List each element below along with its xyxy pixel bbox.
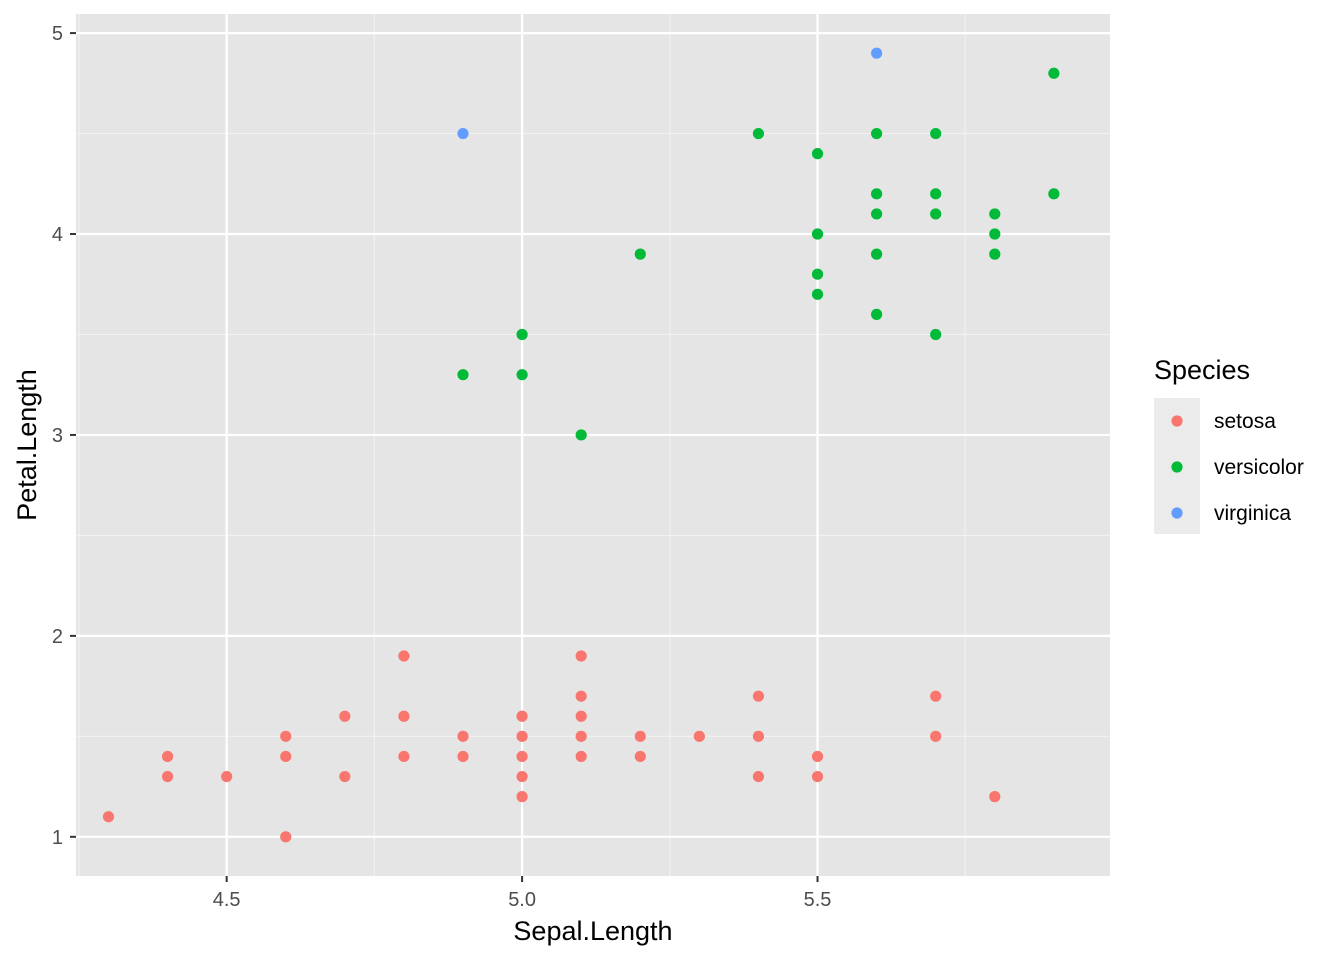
- data-point-setosa: [339, 710, 351, 722]
- data-point-setosa: [516, 750, 528, 763]
- plot-panel: [76, 14, 1110, 876]
- x-tick-label: 4.5: [213, 889, 241, 911]
- data-point-setosa: [339, 770, 351, 783]
- legend-key-versicolor: [1171, 461, 1183, 473]
- data-point-setosa: [161, 750, 174, 763]
- data-point-setosa: [280, 750, 292, 763]
- data-point-versicolor: [811, 268, 824, 280]
- legend: Species setosa versicolor virginica: [1154, 355, 1304, 534]
- data-point-setosa: [575, 650, 587, 662]
- data-point-versicolor: [1048, 188, 1060, 200]
- data-point-setosa: [634, 730, 646, 742]
- data-point-setosa: [811, 750, 824, 763]
- data-point-setosa: [280, 730, 292, 742]
- legend-title: Species: [1154, 355, 1250, 385]
- x-axis-ticks: 4.5 5.0 5.5: [213, 876, 832, 911]
- legend-items: setosa versicolor virginica: [1171, 410, 1304, 525]
- data-point-versicolor: [516, 369, 528, 381]
- data-point-versicolor: [871, 248, 883, 260]
- data-point-versicolor: [989, 208, 1001, 220]
- data-point-setosa: [575, 690, 587, 702]
- data-point-setosa: [634, 750, 646, 763]
- data-point-versicolor: [575, 429, 587, 441]
- data-point-versicolor: [457, 369, 469, 381]
- data-point-setosa: [102, 811, 115, 823]
- data-point-versicolor: [930, 208, 942, 220]
- data-point-setosa: [398, 650, 410, 662]
- data-point-versicolor: [871, 208, 883, 220]
- data-point-setosa: [575, 750, 587, 763]
- data-point-setosa: [989, 791, 1001, 803]
- data-point-setosa: [280, 831, 292, 843]
- data-point-versicolor: [871, 127, 883, 140]
- data-point-versicolor: [989, 228, 1001, 240]
- data-point-setosa: [930, 690, 942, 702]
- legend-label-versicolor: versicolor: [1214, 456, 1304, 479]
- legend-label-virginica: virginica: [1214, 502, 1291, 525]
- data-point-versicolor: [811, 228, 824, 240]
- data-point-setosa: [930, 730, 942, 742]
- legend-key-virginica: [1171, 507, 1183, 519]
- data-point-setosa: [752, 690, 765, 702]
- grid-minor: [76, 14, 1110, 876]
- data-point-versicolor: [930, 188, 942, 200]
- legend-label-setosa: setosa: [1214, 410, 1276, 433]
- data-point-setosa: [575, 710, 587, 722]
- data-point-setosa: [693, 730, 705, 742]
- data-point-setosa: [516, 791, 528, 803]
- x-tick-label: 5.5: [804, 889, 832, 911]
- data-point-versicolor: [752, 127, 765, 140]
- y-tick-label: 3: [52, 425, 63, 447]
- data-point-versicolor: [930, 328, 942, 341]
- data-point-versicolor: [989, 248, 1001, 260]
- data-point-setosa: [398, 750, 410, 763]
- data-point-setosa: [516, 770, 528, 783]
- data-point-versicolor: [871, 308, 883, 320]
- x-tick-label: 5.0: [508, 889, 536, 911]
- data-point-setosa: [457, 750, 469, 763]
- x-axis-title: Sepal.Length: [513, 916, 672, 946]
- data-point-virginica: [871, 47, 883, 59]
- legend-key-setosa: [1171, 415, 1183, 427]
- data-point-setosa: [457, 730, 469, 742]
- data-point-versicolor: [1048, 67, 1060, 79]
- data-point-versicolor: [811, 288, 824, 300]
- data-point-setosa: [752, 770, 765, 783]
- data-point-setosa: [221, 770, 233, 783]
- data-point-setosa: [398, 710, 410, 722]
- data-point-versicolor: [811, 148, 824, 160]
- data-point-virginica: [457, 127, 469, 140]
- data-point-versicolor: [516, 328, 528, 341]
- data-point-versicolor: [634, 248, 646, 260]
- data-point-versicolor: [871, 188, 883, 200]
- data-point-setosa: [516, 730, 528, 742]
- y-tick-label: 5: [52, 23, 63, 45]
- data-point-setosa: [516, 710, 528, 722]
- y-axis-title: Petal.Length: [12, 369, 42, 521]
- y-tick-label: 4: [52, 224, 63, 246]
- data-point-setosa: [811, 770, 824, 783]
- data-points: [102, 47, 1060, 843]
- data-point-setosa: [575, 730, 587, 742]
- y-axis-ticks: 1 2 3 4 5: [52, 23, 76, 849]
- y-tick-label: 1: [52, 827, 63, 849]
- data-point-setosa: [161, 770, 174, 783]
- data-point-versicolor: [930, 127, 942, 140]
- y-tick-label: 2: [52, 626, 63, 648]
- data-point-setosa: [752, 730, 765, 742]
